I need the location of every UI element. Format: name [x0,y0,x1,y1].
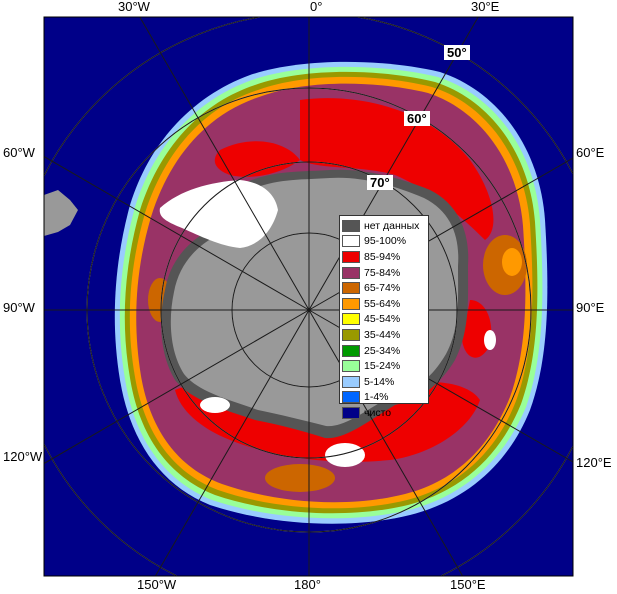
ice-85-94-zone [462,300,492,358]
legend-item: 25-34% [342,343,426,359]
legend-swatch [342,328,360,341]
legend-label: 85-94% [364,250,401,263]
lon-label-0: 0° [310,0,323,14]
legend-item: 85-94% [342,249,426,265]
legend-swatch [342,219,360,232]
ice-95-100-ross [325,443,365,467]
legend-item: 65-74% [342,280,426,296]
south-america-land [44,190,78,236]
lat-label-60: 60° [404,111,430,126]
legend-label: 95-100% [364,235,407,248]
legend-label: 5-14% [364,375,395,388]
legend-swatch [342,313,360,326]
legend-swatch [342,282,360,295]
lon-label-150w: 150°W [137,577,177,592]
map-frame [43,16,574,577]
legend-swatch [342,375,360,388]
legend-label: 75-84% [364,266,401,279]
lon-label-60w: 60°W [3,145,35,160]
legend-swatch [342,266,360,279]
legend-item: 45-54% [342,312,426,328]
ice-95-100-weddell [159,180,278,248]
legend-swatch [342,297,360,310]
lat-label-70: 70° [367,175,393,190]
lon-label-60e: 60°E [576,145,605,160]
legend-item: чисто [342,405,426,421]
ice-85-94-zone [214,141,300,177]
legend-item: 15-24% [342,358,426,374]
legend-swatch [342,360,360,373]
ice-65-74-patch [265,464,335,492]
legend-label: 1-4% [364,391,389,404]
legend-label: 25-34% [364,344,401,357]
legend-label: 65-74% [364,282,401,295]
legend-label: чисто [364,406,392,419]
legend-label: 35-44% [364,328,401,341]
legend-item: 5-14% [342,374,426,390]
lon-label-30e: 30°E [471,0,500,14]
legend-item: 1-4% [342,390,426,406]
legend-item: 55-64% [342,296,426,312]
legend-item: 35-44% [342,327,426,343]
legend-label: 45-54% [364,313,401,326]
concentration-legend: нет данных 95-100% 85-94% 75-84% 65-74% 55-64… [339,215,429,419]
legend-label: 55-64% [364,297,401,310]
lon-label-90e: 90°E [576,300,605,315]
lat-label-50: 50° [444,45,470,60]
legend-item: 95-100% [342,234,426,250]
ice-55-64-patch [502,248,522,276]
lon-label-150e: 150°E [450,577,486,592]
legend-label: 15-24% [364,360,401,373]
lon-label-30w: 30°W [118,0,150,14]
lon-label-120e: 120°E [576,455,612,470]
lon-label-120w: 120°W [3,449,43,464]
ice-95-100-patch [484,330,496,350]
legend-swatch [342,344,360,357]
lon-label-90w: 90°W [3,300,35,315]
legend-swatch [342,391,360,404]
lon-label-180: 180° [294,577,321,592]
legend-item: нет данных [342,218,426,234]
latitude-circles [44,17,573,576]
ice-95-100-patch [200,397,230,413]
legend-swatch [342,235,360,248]
legend-label: нет данных [364,219,420,232]
legend-item: 75-84% [342,265,426,281]
legend-swatch [342,250,360,263]
legend-swatch [342,406,360,419]
